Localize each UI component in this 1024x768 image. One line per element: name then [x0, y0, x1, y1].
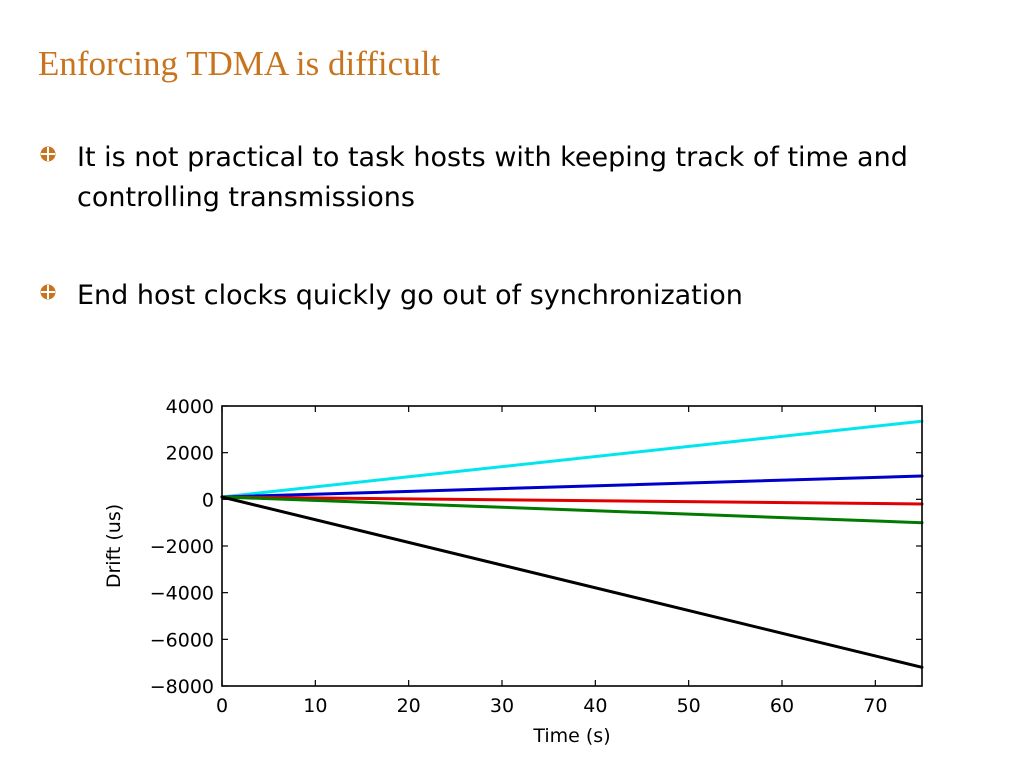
y-tick-label: 0 — [202, 489, 214, 511]
series-line-4 — [220, 495, 924, 669]
y-tick-label: −6000 — [150, 629, 214, 651]
bullet-item: It is not practical to task hosts with k… — [40, 138, 980, 218]
y-tick-label: 4000 — [166, 396, 214, 418]
slide-title: Enforcing TDMA is difficult — [38, 44, 441, 83]
axis-ticks: 0 10 20 30 40 50 60 70 4000 2000 0 −2000 −4000 −6000 −… — [150, 396, 922, 717]
x-tick-label: 60 — [770, 695, 794, 717]
x-tick-label: 50 — [677, 695, 701, 717]
y-tick-label: 2000 — [166, 443, 214, 465]
x-tick-label: 70 — [863, 695, 887, 717]
bullet-text: It is not practical to task hosts with k… — [77, 142, 908, 213]
bullet-item: End host clocks quickly go out of synchr… — [40, 276, 980, 316]
bullet-text: End host clocks quickly go out of synchr… — [77, 280, 743, 311]
plot-area — [220, 419, 924, 669]
x-tick-label: 30 — [490, 695, 514, 717]
x-tick-label: 0 — [216, 695, 228, 717]
series-line-2 — [220, 495, 924, 506]
circle-bullet-icon — [40, 284, 56, 300]
drift-chart: 0 10 20 30 40 50 60 70 4000 2000 0 −2000 −4000 −6000 −… — [103, 396, 924, 747]
series-line-1 — [220, 474, 924, 499]
y-axis-label: Drift (us) — [103, 504, 125, 588]
series-line-3 — [220, 495, 924, 525]
x-tick-label: 10 — [303, 695, 327, 717]
series-line-0 — [220, 419, 924, 499]
x-tick-label: 40 — [583, 695, 607, 717]
y-tick-label: −2000 — [150, 536, 214, 558]
circle-bullet-icon — [40, 146, 56, 162]
y-tick-label: −4000 — [150, 583, 214, 605]
x-axis-label: Time (s) — [532, 725, 610, 747]
x-tick-label: 20 — [397, 695, 421, 717]
bullet-list: It is not practical to task hosts with k… — [40, 138, 980, 374]
plot-frame — [221, 405, 923, 687]
y-tick-label: −8000 — [150, 676, 214, 698]
